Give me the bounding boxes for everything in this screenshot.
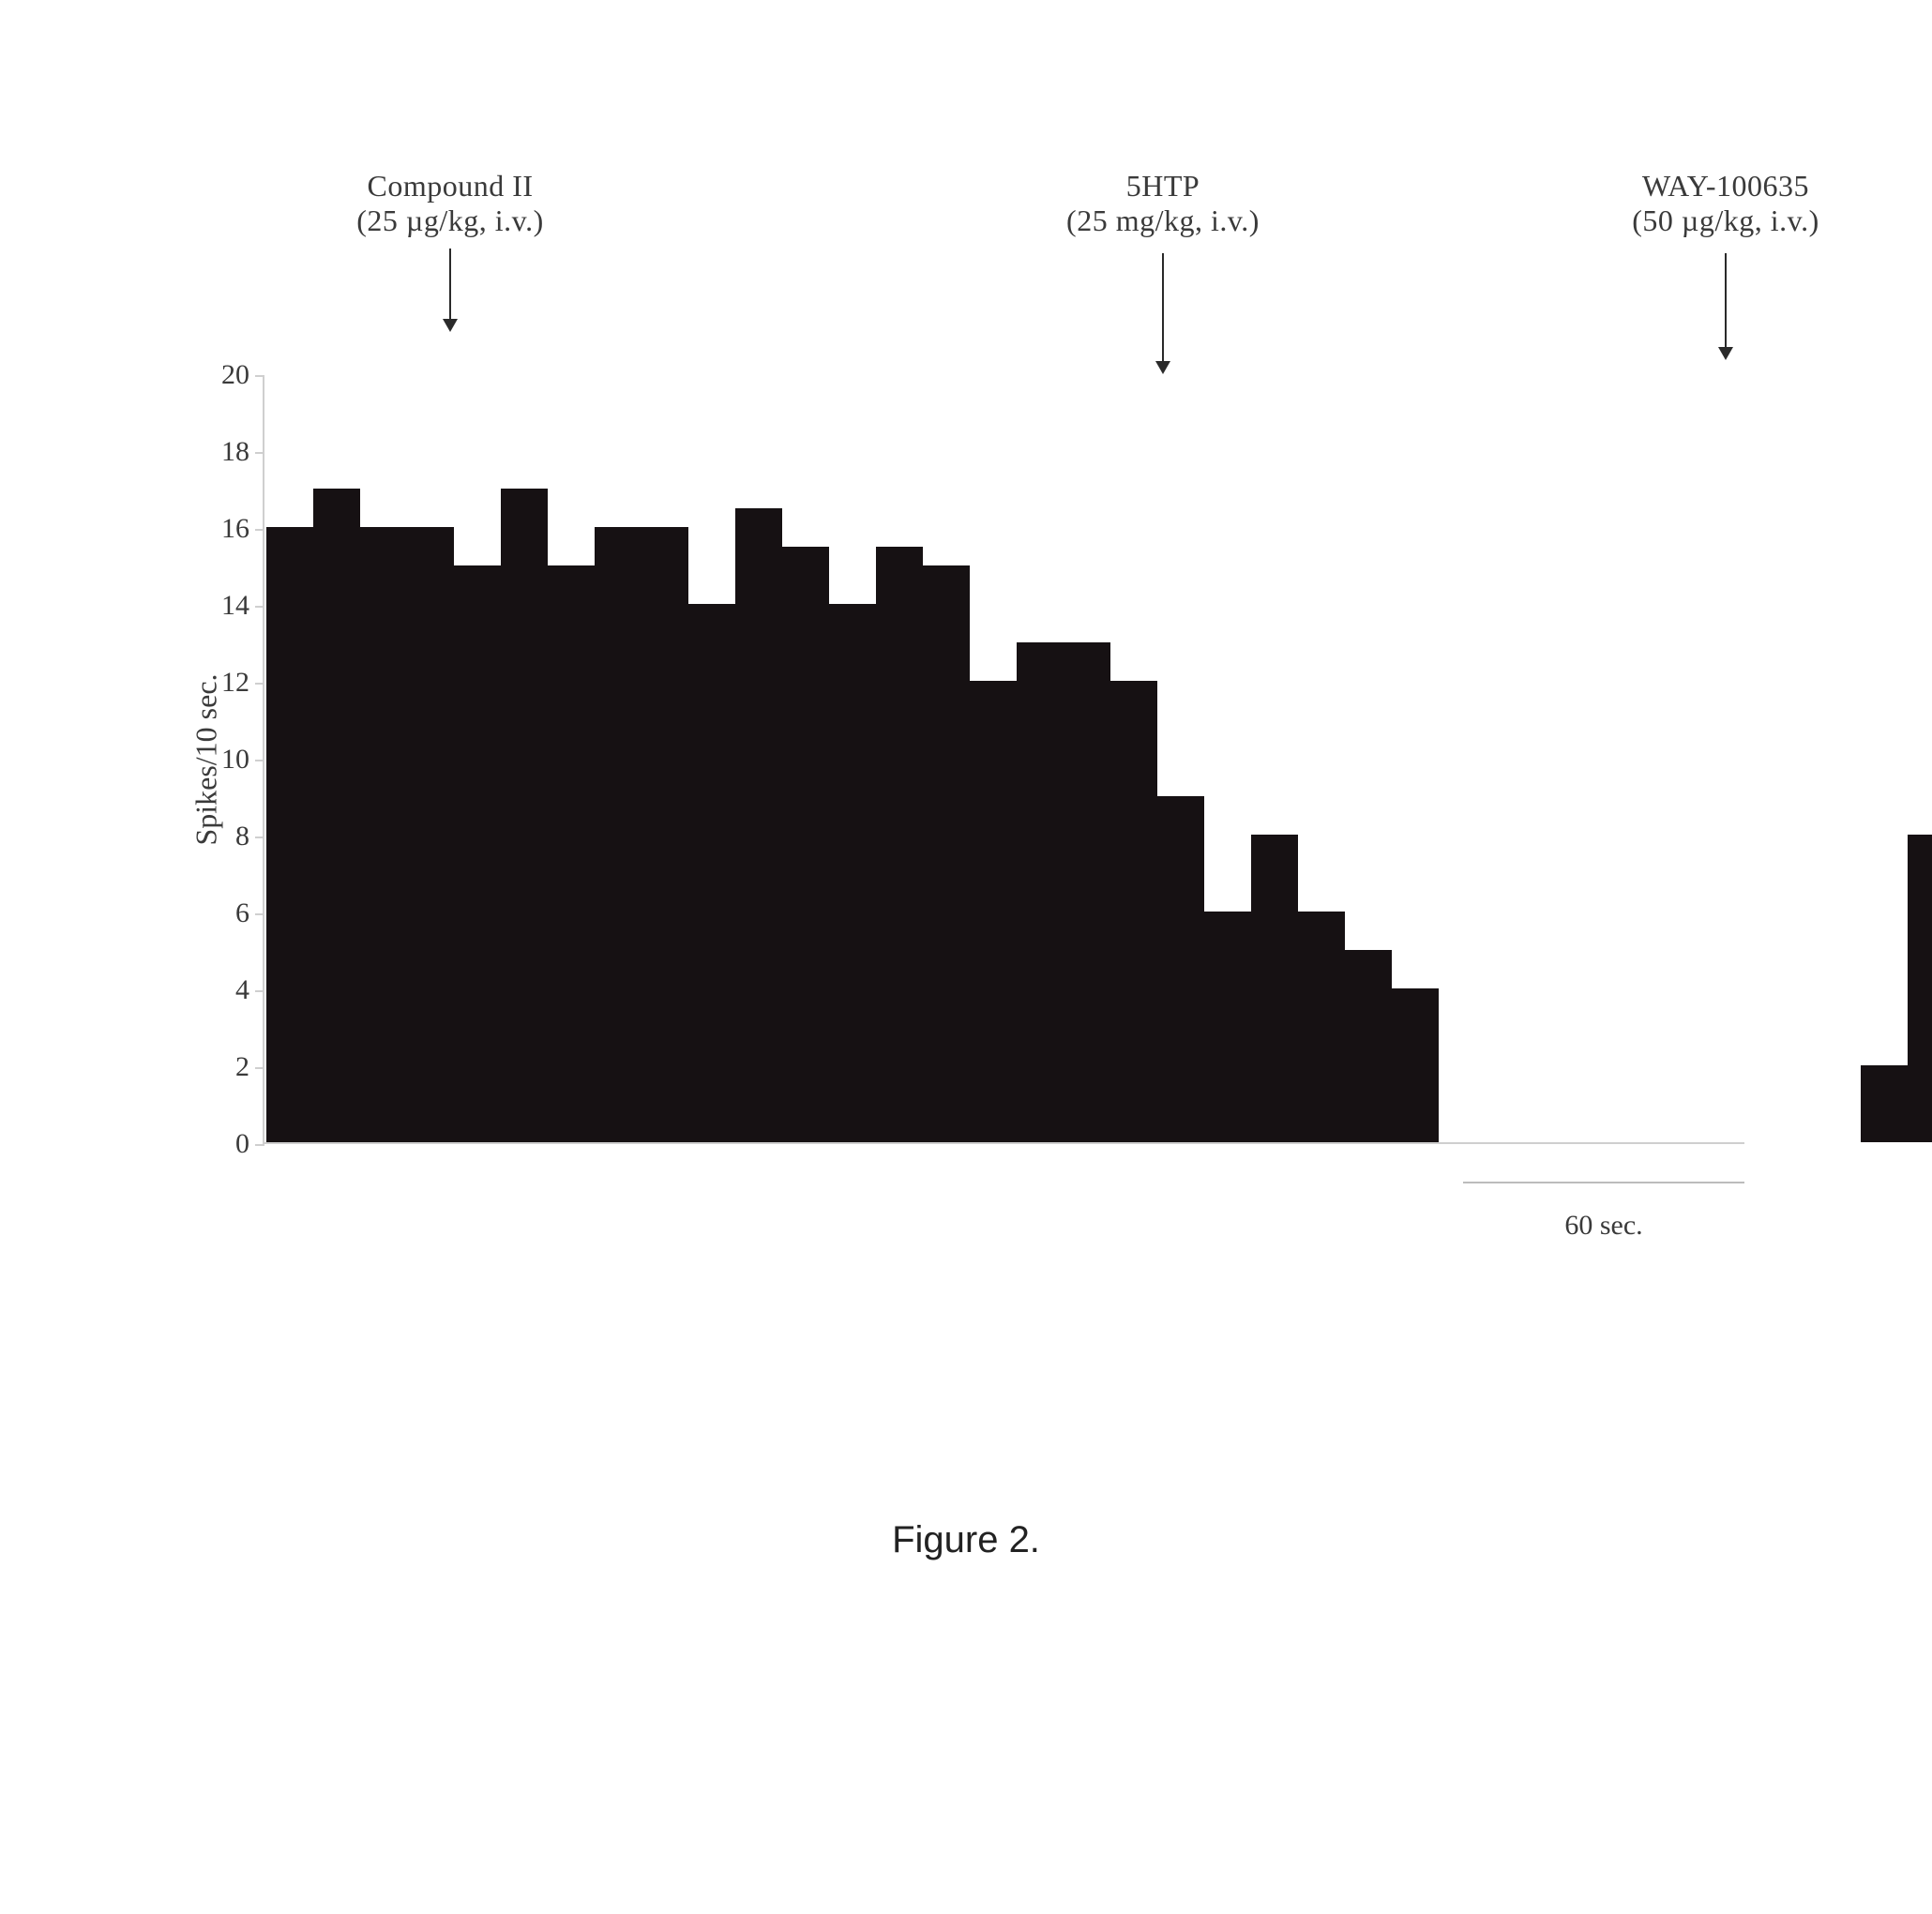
bar	[548, 565, 595, 1142]
bar	[1251, 835, 1298, 1142]
bar	[641, 527, 688, 1142]
bar	[1392, 988, 1439, 1142]
figure-caption: Figure 2.	[892, 1519, 1040, 1561]
arrow-down-icon	[1152, 253, 1174, 374]
y-tick-label: 20	[208, 359, 249, 391]
bar	[1345, 950, 1392, 1142]
annotation-sub: (25 µg/kg, i.v.)	[356, 203, 543, 238]
annotation: 5HTP(25 mg/kg, i.v.)	[1066, 169, 1260, 238]
bar	[501, 489, 548, 1142]
y-tick-label: 2	[208, 1051, 249, 1083]
bar	[688, 604, 735, 1142]
annotation-title: Compound II	[356, 169, 543, 203]
y-tick	[255, 529, 264, 531]
y-tick	[255, 760, 264, 761]
y-tick-label: 12	[208, 667, 249, 699]
bar	[266, 527, 313, 1142]
annotation-title: 5HTP	[1066, 169, 1260, 203]
annotation-sub: (25 mg/kg, i.v.)	[1066, 203, 1260, 238]
y-tick-label: 8	[208, 821, 249, 852]
y-tick-label: 10	[208, 744, 249, 776]
bar	[1017, 642, 1064, 1142]
bar	[1064, 642, 1110, 1142]
y-tick	[255, 683, 264, 685]
arrow-down-icon	[1714, 253, 1737, 360]
bar	[1298, 912, 1345, 1142]
bar	[313, 489, 360, 1142]
bar	[1908, 835, 1932, 1142]
annotations-row: Compound II(25 µg/kg, i.v.) 5HTP(25 mg/kg…	[169, 169, 1763, 375]
y-tick-label: 6	[208, 897, 249, 929]
y-tick	[255, 1067, 264, 1069]
y-tick	[255, 913, 264, 915]
figure-wrap: Compound II(25 µg/kg, i.v.) 5HTP(25 mg/kg…	[169, 169, 1763, 1144]
annotation: Compound II(25 µg/kg, i.v.)	[356, 169, 543, 238]
y-tick	[255, 375, 264, 377]
arrow-down-icon	[439, 249, 461, 332]
bar	[735, 508, 782, 1143]
y-tick-label: 18	[208, 436, 249, 468]
annotation-sub: (50 µg/kg, i.v.)	[1632, 203, 1819, 238]
chart-area: Spikes/10 sec. 02468101214161820 60 sec.	[263, 375, 1763, 1144]
y-tick-label: 14	[208, 590, 249, 622]
bar	[1157, 796, 1204, 1142]
bar	[782, 547, 829, 1143]
y-tick-label: 0	[208, 1128, 249, 1160]
scalebar-label: 60 sec.	[1564, 1210, 1642, 1242]
y-tick-label: 16	[208, 513, 249, 545]
y-tick	[255, 836, 264, 838]
bar	[1861, 1065, 1908, 1142]
bar	[876, 547, 923, 1143]
bar	[829, 604, 876, 1142]
plot: 02468101214161820	[263, 375, 1744, 1144]
bar	[923, 565, 970, 1142]
y-tick	[255, 452, 264, 454]
bar	[454, 565, 501, 1142]
y-tick-label: 4	[208, 974, 249, 1006]
y-tick	[255, 606, 264, 608]
bar	[595, 527, 641, 1142]
bar	[360, 527, 407, 1142]
y-tick	[255, 1144, 264, 1146]
annotation-title: WAY-100635	[1632, 169, 1819, 203]
annotation: WAY-100635(50 µg/kg, i.v.)	[1632, 169, 1819, 238]
scalebar-line	[1463, 1182, 1744, 1183]
bar	[970, 681, 1017, 1142]
bar	[1110, 681, 1157, 1142]
bar	[1204, 912, 1251, 1142]
bar	[407, 527, 454, 1142]
y-tick	[255, 990, 264, 992]
